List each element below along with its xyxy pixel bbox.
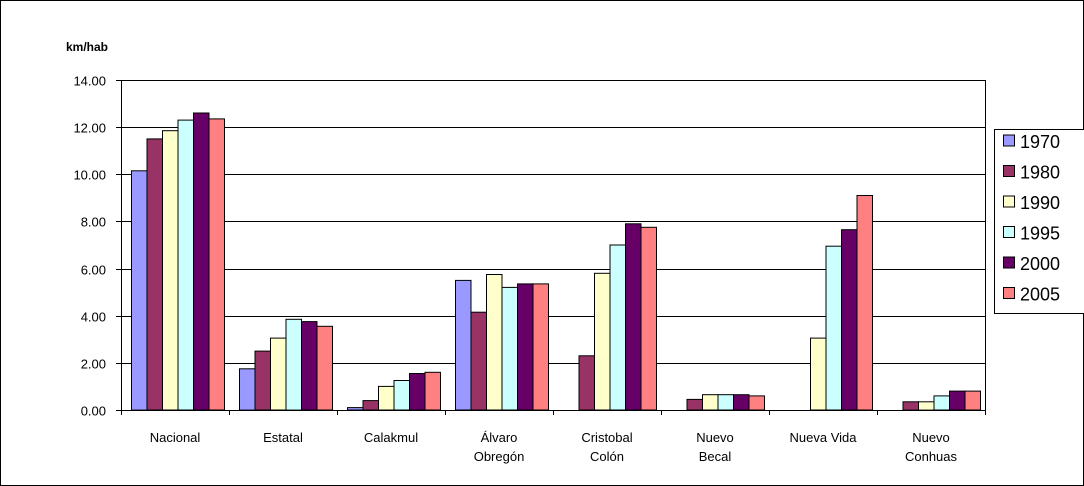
y-tick-label: 2.00 xyxy=(81,357,106,372)
bar-1995 xyxy=(609,244,626,411)
y-tick-label: 8.00 xyxy=(81,215,106,230)
legend-label: 2005 xyxy=(1020,285,1060,305)
bar-1990 xyxy=(810,337,827,411)
category-label: Nueva Vida xyxy=(790,430,858,445)
legend-label: 1970 xyxy=(1020,132,1060,152)
category-label: Álvaro xyxy=(481,430,518,445)
bar-1980 xyxy=(254,350,271,411)
bar-1970 xyxy=(455,279,472,411)
bar-2005 xyxy=(208,118,225,411)
legend-swatch-1970 xyxy=(1003,134,1015,147)
bar-2000 xyxy=(841,229,858,411)
bar-2000 xyxy=(301,321,318,411)
category-label: Calakmul xyxy=(364,430,418,445)
bar-1970 xyxy=(347,407,364,411)
bar-1995 xyxy=(717,394,734,411)
bar-1990 xyxy=(594,272,611,411)
bar-1980 xyxy=(578,355,595,411)
y-tick-label: 6.00 xyxy=(81,263,106,278)
bar-1990 xyxy=(378,385,395,411)
category-label: Nacional xyxy=(150,430,201,445)
bar-1970 xyxy=(239,368,256,411)
category-label: Nuevo xyxy=(912,430,950,445)
bar-1970 xyxy=(131,170,148,411)
bar-1995 xyxy=(825,245,842,411)
category-label: Estatal xyxy=(263,430,303,445)
legend-swatch-2000 xyxy=(1003,256,1015,269)
y-tick-label: 12.00 xyxy=(73,121,106,136)
bar-1995 xyxy=(393,380,410,411)
category-label: Colón xyxy=(590,449,624,464)
legend-label: 1980 xyxy=(1020,163,1060,183)
bar-1995 xyxy=(501,286,518,411)
bar-1980 xyxy=(686,398,703,411)
bar-1990 xyxy=(162,130,179,411)
bar-2005 xyxy=(424,371,441,411)
bar-2000 xyxy=(193,112,210,411)
bar-2005 xyxy=(964,390,981,411)
y-tick-label: 14.00 xyxy=(73,74,106,89)
bar-1995 xyxy=(933,395,950,411)
y-axis-label: km/hab xyxy=(66,40,108,54)
legend-swatch-1995 xyxy=(1003,226,1015,238)
category-label: Cristobal xyxy=(581,430,632,445)
bar-1980 xyxy=(362,400,379,411)
bar-2000 xyxy=(733,394,750,411)
y-tick-label: 4.00 xyxy=(81,310,106,325)
legend-box xyxy=(994,129,1084,314)
bar-1995 xyxy=(285,318,302,411)
bar-1995 xyxy=(177,119,194,411)
category-label: Obregón xyxy=(474,449,525,464)
bar-2000 xyxy=(517,283,534,411)
bar-2005 xyxy=(316,325,333,411)
bar-2005 xyxy=(856,195,873,411)
bar-2005 xyxy=(748,395,765,411)
category-label: Conhuas xyxy=(905,449,958,464)
bar-1980 xyxy=(470,311,487,411)
bar-2000 xyxy=(409,373,426,411)
bar-1990 xyxy=(486,274,503,411)
bar-2000 xyxy=(949,390,966,411)
bar-1990 xyxy=(270,337,287,411)
bar-2005 xyxy=(640,226,657,411)
legend-swatch-1990 xyxy=(1003,195,1015,208)
bar-1990 xyxy=(702,394,719,411)
bar-2005 xyxy=(532,283,549,411)
legend-label: 1995 xyxy=(1020,224,1060,244)
y-tick-label: 10.00 xyxy=(73,168,106,183)
bar-1980 xyxy=(902,401,919,411)
category-label: Nuevo xyxy=(696,430,734,445)
category-label: Becal xyxy=(699,449,732,464)
legend-label: 2000 xyxy=(1020,254,1060,274)
legend-swatch-2005 xyxy=(1003,287,1015,299)
y-tick-label: 0.00 xyxy=(81,404,106,419)
bar-1990 xyxy=(918,401,935,411)
legend-swatch-1980 xyxy=(1003,165,1015,177)
bar-2000 xyxy=(625,223,642,411)
bar-1980 xyxy=(146,138,163,411)
legend-label: 1990 xyxy=(1020,193,1060,213)
